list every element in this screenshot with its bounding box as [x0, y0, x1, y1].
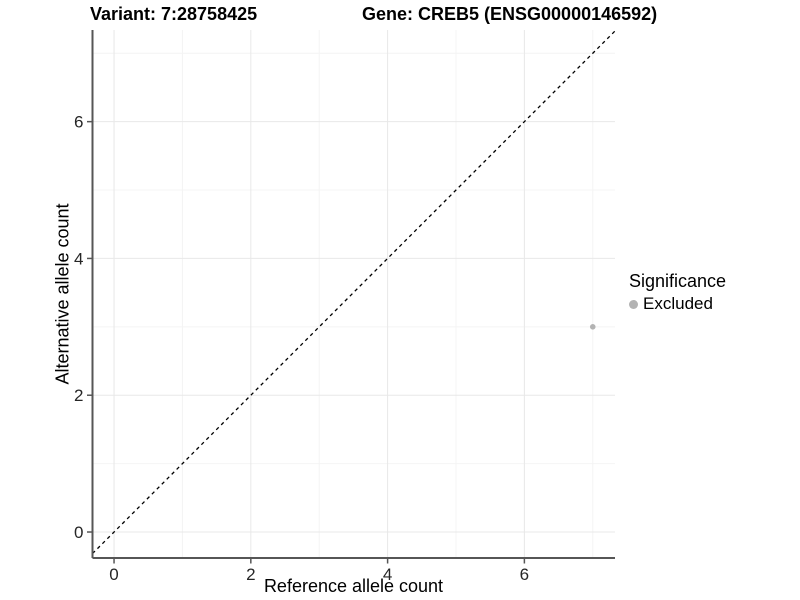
legend-item-excluded: Excluded: [629, 294, 726, 314]
x-tick-label: 0: [109, 565, 118, 584]
legend-title: Significance: [629, 271, 727, 291]
data-point: [589, 324, 596, 330]
gene-title: Gene: CREB5 (ENSG00000146592): [362, 4, 658, 24]
y-tick-label: 6: [74, 113, 83, 132]
excluded-point-icon: [629, 299, 638, 309]
legend-item-label: Excluded: [643, 294, 713, 313]
x-tick-label: 4: [383, 565, 392, 584]
identity-line: [92, 30, 616, 555]
y-tick-label: 2: [74, 386, 83, 405]
legend: Significance Excluded: [629, 271, 726, 314]
variant-title: Variant: 7:28758425: [90, 4, 258, 24]
y-axis-title: Alternative allele count: [52, 203, 73, 385]
y-tick-label: 0: [74, 523, 83, 542]
x-tick-label: 2: [246, 565, 255, 584]
x-tick-label: 6: [520, 565, 529, 584]
x-axis-title: Reference allele count: [263, 576, 444, 596]
y-tick-label: 4: [74, 249, 83, 268]
